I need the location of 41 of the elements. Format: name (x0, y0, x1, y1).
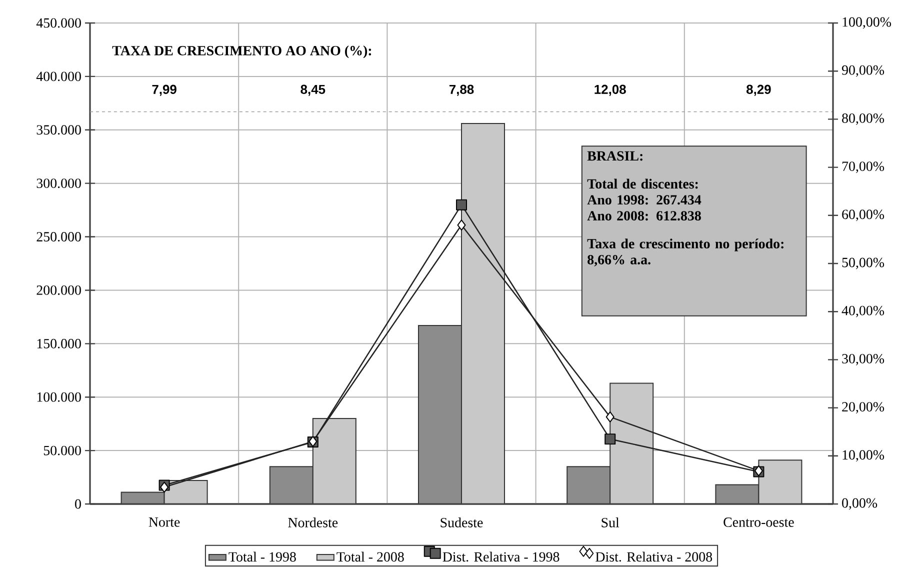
annotation: 8,45 (300, 84, 326, 96)
y-tick-label: 150.000 (37, 338, 81, 348)
x-tick-label: Norte (148, 518, 180, 527)
annotation: 8,29 (746, 84, 771, 96)
y2-tick-label: 20,00% (842, 402, 884, 414)
annotation: TAXA DE CRESCIMENTO AO ANO (%): (112, 46, 372, 58)
y2-tick-label: 40,00% (842, 306, 884, 318)
legend-label: Dist. Relativa - 2008 (596, 552, 712, 562)
y-tick-label: 200.000 (36, 285, 81, 295)
y2-tick-label: 10,00% (842, 450, 884, 462)
y-tick-label: 300.000 (36, 178, 81, 188)
y2-tick-label: 100,00% (842, 17, 892, 29)
y-tick-label: 0 (75, 499, 81, 509)
legend-label: Total - 1998 (228, 552, 296, 562)
annotation: 7,99 (152, 84, 176, 96)
y2-tick-label: 90,00% (842, 65, 884, 77)
annotation: Ano 1998: 267.434 (587, 195, 702, 205)
legend-label: Total - 2008 (336, 552, 404, 562)
y-tick-label: 400.000 (36, 72, 81, 82)
annotation: Ano 2008: 612.838 (587, 211, 701, 221)
y-tick-label: 450.000 (36, 18, 81, 28)
annotation: 12,08 (594, 84, 626, 96)
y-tick-label: 100.000 (37, 392, 81, 402)
y2-tick-label: 70,00% (842, 162, 884, 173)
y2-tick-label: 80,00% (842, 113, 884, 125)
annotation: Taxa de crescimento no período: 8,66% a.a. (587, 238, 784, 266)
x-tick-label: Nordeste (288, 518, 338, 528)
x-tick-label: Sudeste (440, 518, 483, 528)
y-tick-label: 350.000 (36, 125, 81, 135)
annotation: 7,88 (449, 84, 474, 96)
y2-tick-label: 60,00% (842, 210, 884, 222)
x-tick-label: Sul (602, 518, 620, 528)
y-tick-label: 250.000 (36, 232, 81, 242)
legend-label: Dist. Relativa - 1998 (442, 552, 560, 562)
y2-tick-label: 30,00% (842, 354, 884, 366)
annotation: BRASIL: (587, 151, 642, 161)
y2-tick-label: 0,00% (842, 498, 878, 510)
y2-tick-label: 50,00% (842, 258, 884, 270)
annotation: Total de discentes: (587, 178, 698, 189)
x-tick-label: Centro-oeste (724, 518, 794, 527)
y-tick-label: 50.000 (44, 446, 81, 456)
